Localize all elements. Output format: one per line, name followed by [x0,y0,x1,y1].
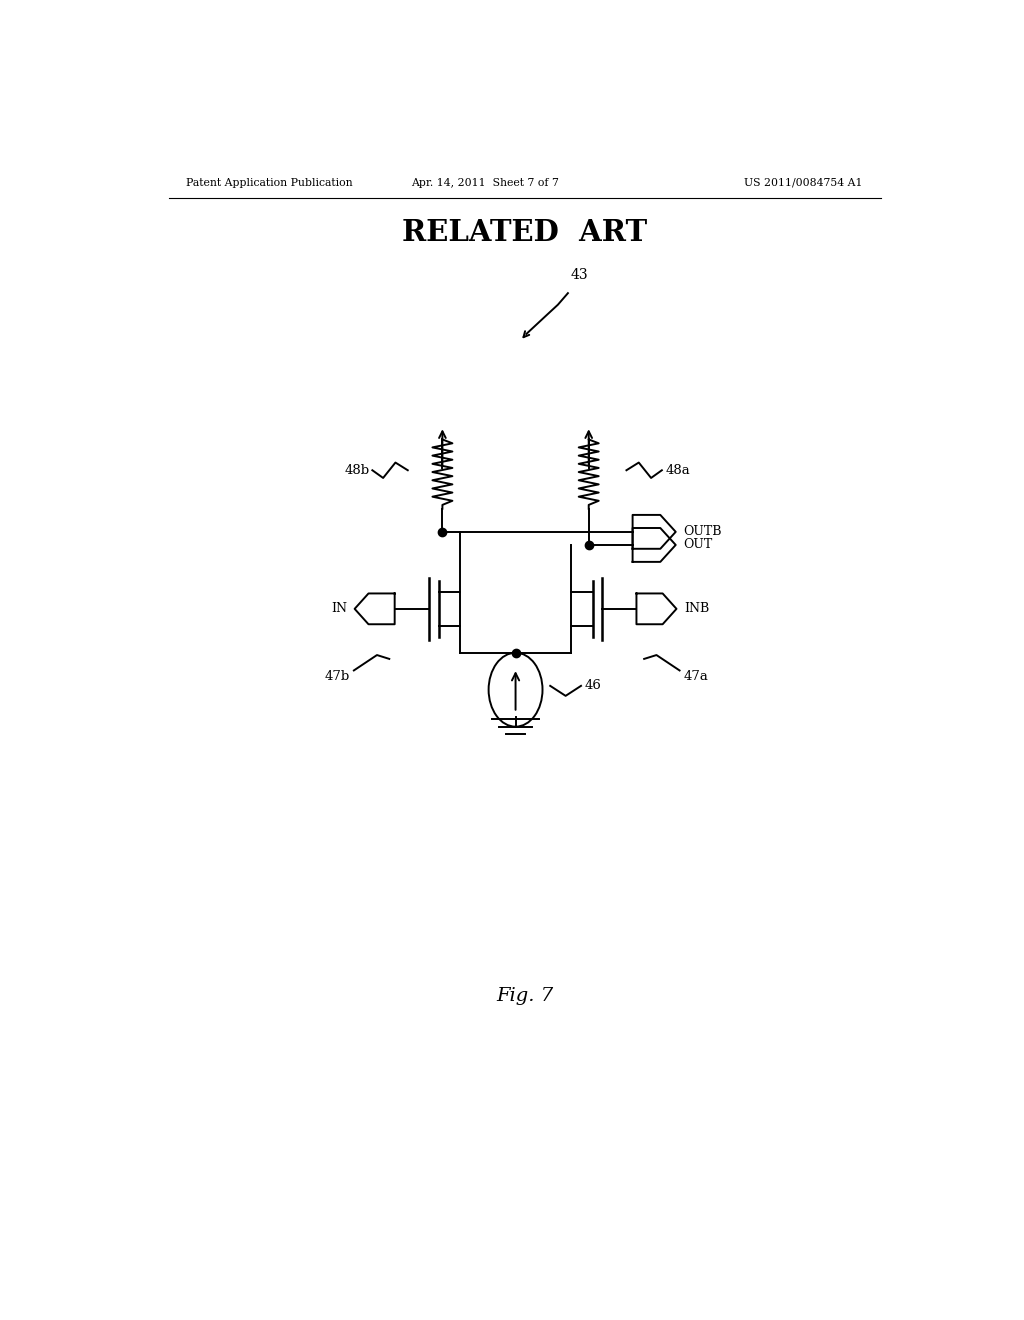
Text: 47a: 47a [683,671,709,684]
Text: IN: IN [331,602,347,615]
Text: 43: 43 [571,268,589,281]
Text: INB: INB [684,602,710,615]
Text: Patent Application Publication: Patent Application Publication [186,178,352,187]
Text: 48a: 48a [666,463,690,477]
Text: 48b: 48b [344,463,370,477]
Text: 46: 46 [585,680,602,693]
Text: 47b: 47b [325,671,350,684]
Text: Fig. 7: Fig. 7 [497,987,553,1006]
Text: OUTB: OUTB [683,525,722,539]
Text: US 2011/0084754 A1: US 2011/0084754 A1 [743,178,862,187]
Text: Apr. 14, 2011  Sheet 7 of 7: Apr. 14, 2011 Sheet 7 of 7 [411,178,559,187]
Text: OUT: OUT [683,539,713,552]
Text: RELATED  ART: RELATED ART [402,219,647,247]
